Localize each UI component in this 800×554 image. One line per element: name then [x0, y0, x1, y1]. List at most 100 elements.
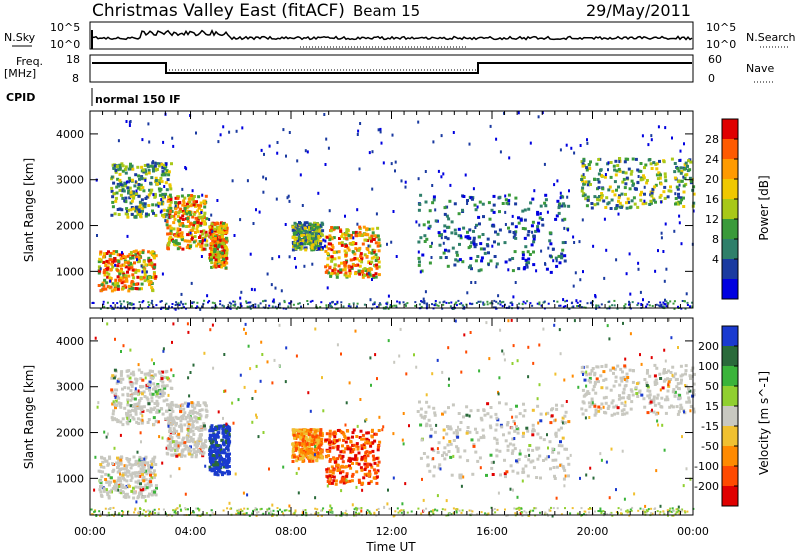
noise-cell — [637, 267, 640, 271]
echo-cell — [118, 166, 122, 170]
noise-cell — [165, 162, 168, 166]
echo-cell — [196, 401, 200, 405]
near-range-cell — [586, 302, 589, 305]
echo-cell — [116, 264, 120, 268]
echo-cell — [329, 274, 333, 278]
near-range-cell — [489, 302, 492, 305]
echo-cell — [160, 377, 164, 381]
echo-cell — [296, 245, 300, 249]
echo-cell — [458, 258, 462, 262]
noise-cell — [377, 128, 380, 132]
near-range-cell — [176, 303, 179, 306]
colorbar-segment — [722, 179, 738, 200]
near-range-cell — [680, 307, 683, 310]
near-range-cell — [292, 303, 295, 306]
noise-cell — [495, 265, 498, 269]
echo-cell — [306, 451, 310, 455]
echo-cell — [512, 419, 516, 423]
noise-cell — [628, 252, 631, 256]
echo-cell — [354, 454, 358, 458]
near-range-cell — [247, 305, 250, 308]
echo-cell — [181, 222, 185, 225]
noise-cell — [497, 294, 500, 298]
echo-cell — [102, 465, 106, 469]
echo-cell — [216, 226, 220, 230]
echo-cell — [645, 179, 649, 182]
echo-cell — [598, 198, 602, 202]
noise-cell — [119, 304, 122, 308]
noise-cell — [174, 307, 177, 311]
near-range-cell — [196, 301, 199, 304]
echo-cell — [582, 159, 586, 162]
echo-cell — [357, 462, 361, 466]
echo-cell — [336, 447, 340, 451]
nave-tick-high: 60 — [708, 53, 722, 66]
echo-cell — [159, 379, 163, 383]
echo-cell — [124, 200, 128, 204]
echo-cell — [131, 286, 135, 290]
echo-cell — [130, 476, 134, 480]
echo-cell — [554, 434, 558, 438]
noise-cell — [379, 130, 382, 134]
echo-cell — [124, 274, 128, 278]
noise-cell — [208, 218, 211, 221]
near-range-cell — [458, 303, 461, 305]
near-range-cell — [543, 300, 546, 303]
echo-cell — [301, 460, 305, 463]
echo-cell — [482, 215, 485, 219]
near-range-cell — [103, 305, 106, 308]
echo-cell — [315, 238, 319, 242]
noise-cell — [637, 261, 640, 265]
echo-cell — [126, 261, 130, 265]
noise-cell — [99, 267, 102, 271]
echo-cell — [317, 244, 321, 248]
echo-cell — [223, 431, 227, 435]
echo-cell — [141, 251, 145, 255]
echo-cell — [347, 459, 351, 463]
echo-cell — [297, 429, 301, 433]
echo-cell — [121, 183, 125, 187]
echo-cell — [357, 451, 361, 455]
echo-cell — [455, 445, 459, 449]
echo-cell — [137, 479, 141, 483]
near-range-cell — [334, 303, 337, 306]
echo-cell — [193, 221, 197, 225]
echo-cell — [375, 481, 379, 485]
echo-cell — [188, 200, 192, 204]
echo-cell — [186, 439, 190, 443]
echo-cell — [137, 174, 141, 178]
echo-cell — [659, 173, 662, 177]
echo-cell — [164, 181, 168, 185]
echo-cell — [179, 216, 183, 220]
echo-cell — [216, 468, 220, 472]
echo-cell — [210, 257, 214, 261]
echo-cell — [129, 372, 133, 376]
noise-cell — [683, 142, 685, 146]
echo-cell — [219, 448, 223, 452]
echo-cell — [217, 453, 221, 457]
noise-cell — [219, 133, 222, 137]
echo-cell — [514, 236, 518, 240]
echo-cell — [326, 257, 330, 261]
echo-cell — [319, 451, 323, 455]
near-range-cell — [576, 301, 579, 304]
noise-cell — [323, 113, 326, 116]
echo-cell — [594, 411, 598, 415]
echo-cell — [217, 256, 221, 260]
echo-cell — [188, 239, 192, 243]
echo-cell — [457, 212, 461, 216]
near-range-cell — [272, 300, 275, 303]
echo-cell — [165, 446, 169, 450]
echo-cell — [480, 256, 484, 260]
near-range-cell — [235, 307, 238, 310]
echo-cell — [378, 244, 382, 248]
echo-cell — [627, 167, 631, 171]
echo-cell — [115, 403, 119, 407]
echo-cell — [143, 202, 147, 206]
echo-cell — [524, 258, 528, 262]
echo-cell — [359, 429, 363, 433]
echo-cell — [312, 428, 316, 432]
echo-cell — [671, 365, 675, 369]
echo-cell — [99, 252, 102, 256]
echo-cell — [181, 214, 185, 218]
